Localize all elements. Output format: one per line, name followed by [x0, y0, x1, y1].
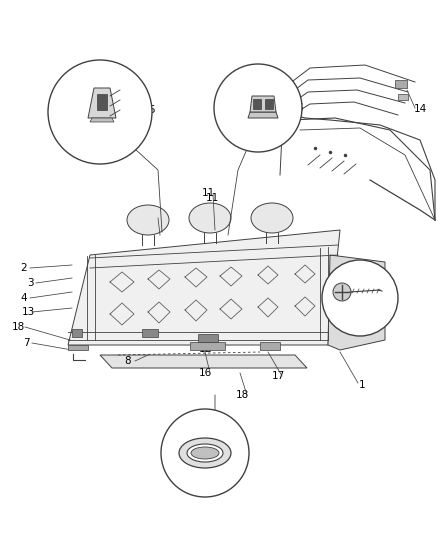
Polygon shape	[141, 329, 158, 337]
Text: 18: 18	[11, 322, 25, 332]
Text: 9: 9	[349, 297, 356, 307]
Polygon shape	[68, 230, 339, 345]
Text: 10: 10	[145, 213, 158, 223]
Ellipse shape	[189, 203, 230, 233]
Text: 17: 17	[271, 371, 284, 381]
Polygon shape	[269, 96, 281, 102]
Text: 11: 11	[205, 193, 218, 203]
Text: 3: 3	[27, 278, 33, 288]
Polygon shape	[97, 94, 107, 110]
Circle shape	[321, 260, 397, 336]
Text: 16: 16	[198, 368, 211, 378]
Text: 6: 6	[296, 103, 303, 113]
Polygon shape	[68, 345, 88, 350]
Text: 8: 8	[124, 356, 131, 366]
Text: 13: 13	[21, 307, 35, 317]
Polygon shape	[88, 88, 116, 118]
Text: 5: 5	[148, 105, 155, 115]
Ellipse shape	[127, 205, 169, 235]
Polygon shape	[72, 329, 82, 337]
Text: 12: 12	[198, 344, 211, 354]
Ellipse shape	[187, 444, 223, 462]
Polygon shape	[198, 334, 218, 342]
Polygon shape	[259, 342, 279, 350]
Polygon shape	[327, 255, 384, 350]
Text: 11: 11	[201, 188, 214, 198]
Polygon shape	[190, 342, 225, 350]
Text: 4: 4	[21, 293, 27, 303]
Polygon shape	[265, 99, 272, 109]
Polygon shape	[394, 80, 406, 88]
Polygon shape	[397, 94, 407, 100]
Text: 7: 7	[23, 338, 29, 348]
Polygon shape	[269, 106, 277, 112]
Polygon shape	[100, 355, 306, 368]
Ellipse shape	[251, 203, 292, 233]
Polygon shape	[249, 96, 276, 112]
Text: 2: 2	[21, 263, 27, 273]
Circle shape	[213, 64, 301, 152]
Text: 15: 15	[198, 458, 211, 468]
Circle shape	[48, 60, 152, 164]
Ellipse shape	[191, 447, 219, 459]
Text: 1: 1	[358, 380, 364, 390]
Text: 14: 14	[413, 104, 426, 114]
Ellipse shape	[179, 438, 230, 468]
Text: 18: 18	[235, 390, 248, 400]
Circle shape	[332, 283, 350, 301]
Circle shape	[161, 409, 248, 497]
Polygon shape	[252, 99, 261, 109]
Polygon shape	[90, 118, 114, 122]
Polygon shape	[247, 112, 277, 118]
